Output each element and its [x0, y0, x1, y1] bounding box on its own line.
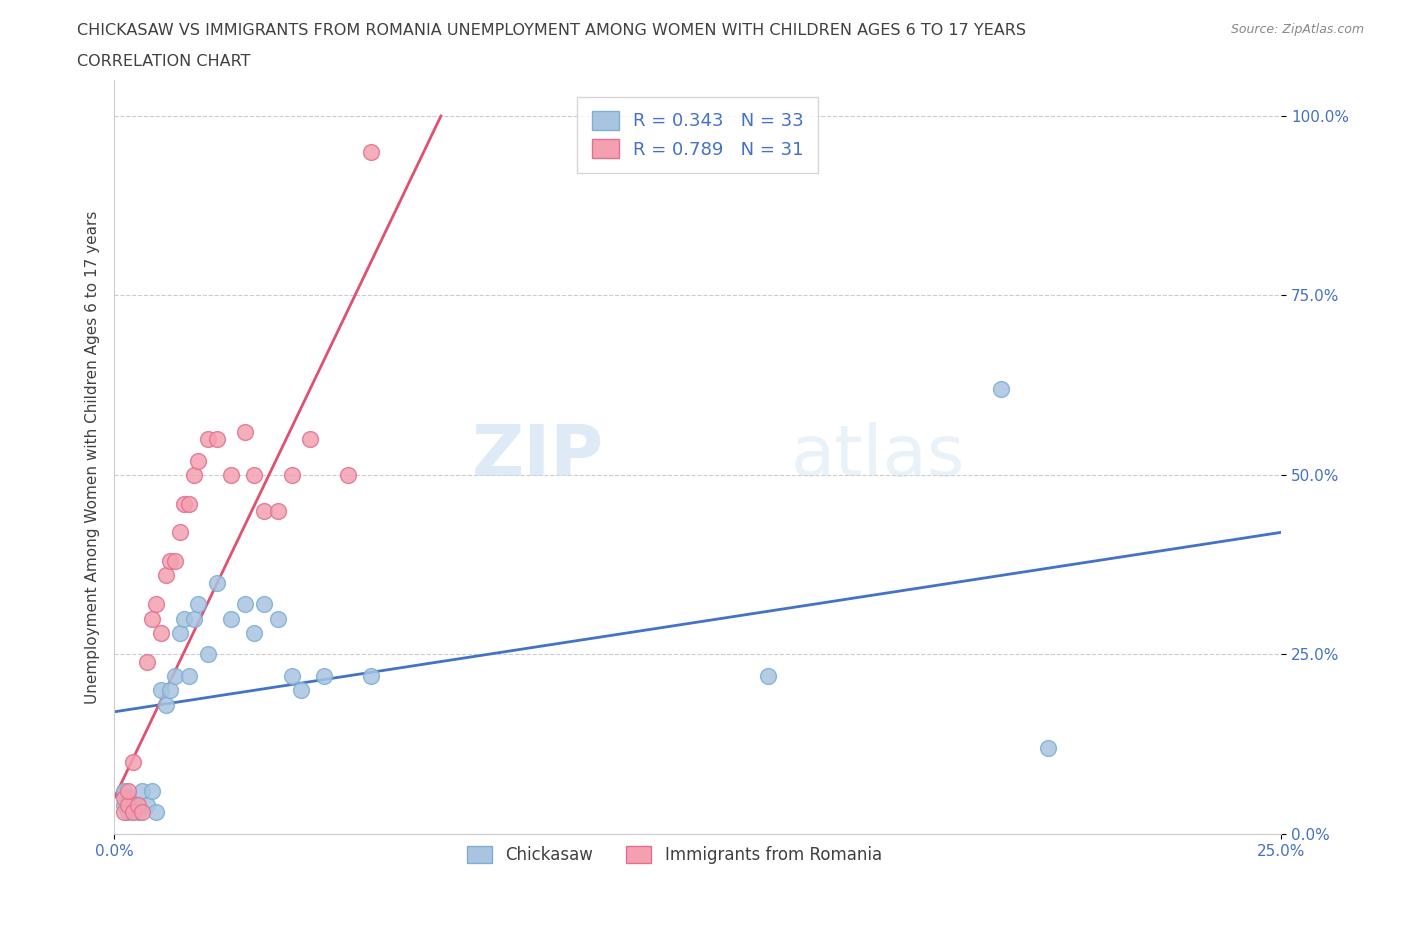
- Point: [187, 453, 209, 468]
- Point: [252, 503, 274, 518]
- Point: [155, 698, 177, 712]
- Point: [159, 553, 181, 568]
- Point: [205, 432, 228, 446]
- Point: [117, 804, 139, 819]
- Point: [155, 568, 177, 583]
- Point: [177, 669, 200, 684]
- Point: [266, 611, 288, 626]
- Point: [127, 804, 149, 819]
- Point: [219, 611, 242, 626]
- Point: [187, 597, 209, 612]
- Point: [121, 754, 143, 769]
- Point: [299, 432, 322, 446]
- Point: [280, 669, 302, 684]
- Point: [243, 625, 266, 640]
- Point: [117, 790, 139, 805]
- Point: [197, 432, 219, 446]
- Y-axis label: Unemployment Among Women with Children Ages 6 to 17 years: Unemployment Among Women with Children A…: [86, 210, 100, 704]
- Point: [163, 553, 186, 568]
- Text: CHICKASAW VS IMMIGRANTS FROM ROMANIA UNEMPLOYMENT AMONG WOMEN WITH CHILDREN AGES: CHICKASAW VS IMMIGRANTS FROM ROMANIA UNE…: [77, 23, 1026, 38]
- Point: [135, 654, 157, 669]
- Point: [112, 783, 135, 798]
- Point: [112, 798, 135, 813]
- Point: [159, 683, 181, 698]
- Point: [141, 611, 163, 626]
- Text: ZIP: ZIP: [472, 422, 605, 491]
- Point: [131, 783, 153, 798]
- Point: [177, 497, 200, 512]
- Point: [173, 611, 195, 626]
- Point: [197, 647, 219, 662]
- Text: atlas: atlas: [792, 422, 966, 491]
- Legend: Chickasaw, Immigrants from Romania: Chickasaw, Immigrants from Romania: [460, 839, 889, 870]
- Point: [131, 804, 153, 819]
- Point: [243, 468, 266, 483]
- Point: [314, 669, 336, 684]
- Text: Source: ZipAtlas.com: Source: ZipAtlas.com: [1230, 23, 1364, 36]
- Point: [219, 468, 242, 483]
- Point: [183, 611, 205, 626]
- Point: [183, 468, 205, 483]
- Point: [990, 381, 1012, 396]
- Point: [252, 597, 274, 612]
- Point: [121, 798, 143, 813]
- Point: [127, 798, 149, 813]
- Point: [233, 424, 256, 439]
- Point: [233, 597, 256, 612]
- Point: [280, 468, 302, 483]
- Point: [112, 790, 135, 805]
- Point: [163, 669, 186, 684]
- Point: [266, 503, 288, 518]
- Point: [149, 683, 172, 698]
- Point: [141, 783, 163, 798]
- Point: [360, 669, 382, 684]
- Point: [173, 497, 195, 512]
- Point: [117, 798, 139, 813]
- Point: [145, 597, 167, 612]
- Point: [336, 468, 359, 483]
- Point: [145, 804, 167, 819]
- Point: [135, 798, 157, 813]
- Point: [169, 625, 191, 640]
- Point: [121, 804, 143, 819]
- Point: [112, 804, 135, 819]
- Point: [205, 575, 228, 590]
- Point: [169, 525, 191, 539]
- Point: [756, 669, 779, 684]
- Point: [117, 783, 139, 798]
- Point: [290, 683, 312, 698]
- Point: [149, 625, 172, 640]
- Point: [360, 144, 382, 159]
- Text: CORRELATION CHART: CORRELATION CHART: [77, 54, 250, 69]
- Point: [1036, 740, 1059, 755]
